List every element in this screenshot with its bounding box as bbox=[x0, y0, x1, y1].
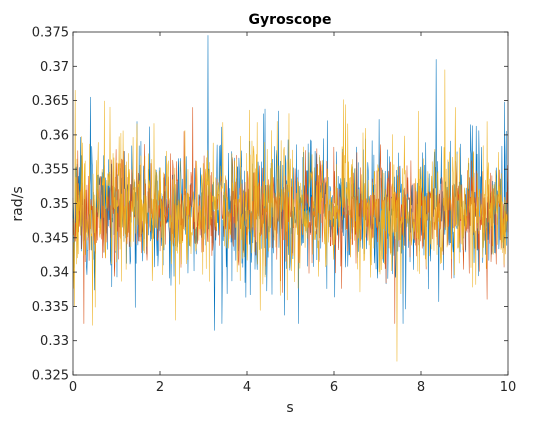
x-tick-label: 8 bbox=[417, 380, 425, 395]
x-tick-label: 4 bbox=[243, 380, 251, 395]
x-tick-label: 2 bbox=[156, 380, 164, 395]
y-tick-label: 0.36 bbox=[40, 128, 69, 143]
x-tick-label: 10 bbox=[500, 380, 517, 395]
y-tick-label: 0.35 bbox=[40, 197, 69, 212]
chart-title: Gyroscope bbox=[249, 12, 332, 28]
x-axis-title: s bbox=[286, 400, 293, 416]
y-tick-label: 0.33 bbox=[40, 334, 69, 349]
y-tick-label: 0.375 bbox=[32, 26, 69, 41]
x-tick-label: 0 bbox=[69, 380, 77, 395]
y-tick-label: 0.355 bbox=[32, 163, 69, 178]
y-tick-label: 0.34 bbox=[40, 266, 69, 281]
y-tick-label: 0.365 bbox=[32, 94, 69, 109]
tick-layer: 0 2 4 6 8 10 0.325 0.33 0.335 0.34 0.345 0.35 0.355 0… bbox=[32, 26, 516, 396]
y-tick-label: 0.345 bbox=[32, 231, 69, 246]
x-tick-label: 6 bbox=[330, 380, 338, 395]
series-line-2 bbox=[72, 107, 509, 324]
y-tick-label: 0.37 bbox=[40, 60, 69, 75]
y-tick-label: 0.335 bbox=[32, 300, 69, 315]
series-layer bbox=[72, 35, 509, 362]
y-axis-title: rad/s bbox=[10, 186, 26, 221]
y-tick-label: 0.325 bbox=[32, 369, 69, 384]
series-line-3 bbox=[72, 69, 509, 362]
